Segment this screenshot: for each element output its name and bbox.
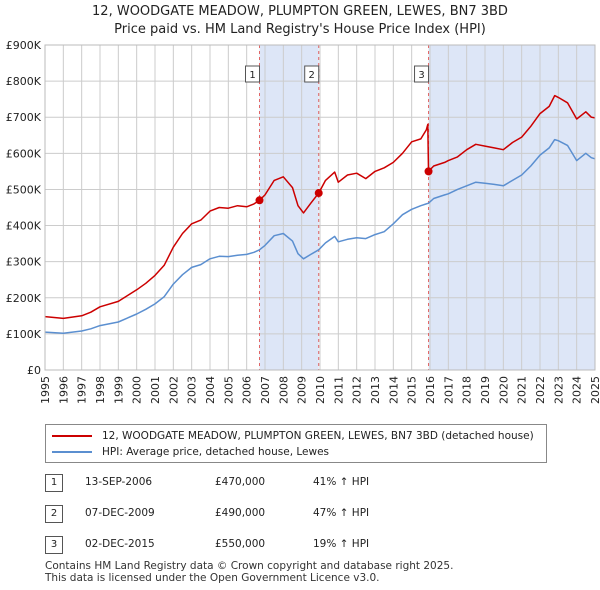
footer-line-2: This data is licensed under the Open Gov… [45,572,380,584]
x-tick-label: 2008 [277,376,290,404]
title-line-1: 12, WOODGATE MEADOW, PLUMPTON GREEN, LEW… [92,4,508,19]
x-tick-label: 1997 [76,376,89,404]
x-tick-label: 2025 [589,376,600,404]
sale-label-number: 3 [418,70,424,81]
sale-marker [314,189,323,198]
transaction-row: 1 13-SEP-2006 £470,000 41% ↑ HPI [45,474,545,492]
x-tick-label: 2018 [461,376,474,404]
legend-label-property: 12, WOODGATE MEADOW, PLUMPTON GREEN, LEW… [102,430,534,442]
sale-label-box [414,65,430,83]
plot-border [44,44,596,371]
sale-label-box [304,65,320,83]
x-tick-label: 1999 [112,376,125,404]
y-tick-label: £400K [6,220,42,233]
x-tick-label: 2017 [442,376,455,404]
x-tick-label: 2024 [571,376,584,404]
legend-label-hpi: HPI: Average price, detached house, Lewe… [102,446,330,458]
y-tick-label: £800K [6,75,42,88]
x-tick-label: 2023 [552,376,565,404]
x-tick-label: 2006 [241,376,254,404]
x-tick-label: 2015 [406,376,419,404]
transaction-hpi-change: 41% ↑ HPI [313,476,370,488]
legend-item-hpi: HPI: Average price, detached house, Lewe… [52,444,329,460]
legend: 12, WOODGATE MEADOW, PLUMPTON GREEN, LEW… [45,424,547,463]
transaction-date: 07-DEC-2009 [85,507,155,519]
x-tick-label: 1996 [57,376,70,404]
y-tick-label: £700K [6,111,42,124]
sale-vertical-lines: 1 2 3 [245,45,430,370]
y-tick-label: £300K [6,256,42,269]
footer-line-1: Contains HM Land Registry data © Crown c… [45,560,454,572]
sale-markers [255,167,433,205]
x-tick-label: 2020 [497,376,510,404]
transaction-price: £490,000 [215,507,266,519]
x-tick-label: 2021 [516,376,529,404]
axes: £0 £100K £200K £300K £400K £500K £600K £700K £80… [6,39,600,404]
transaction-row: 3 02-DEC-2015 £550,000 19% ↑ HPI [45,536,545,554]
series-line-hpi [44,138,596,334]
y-tick-label: £200K [6,292,42,305]
sale-label-number: 2 [309,70,315,81]
x-tick-label: 2009 [296,376,309,404]
sale-marker [255,196,264,205]
sale-marker [424,167,433,176]
legend-swatch-hpi [52,451,92,453]
title-line-2: Price paid vs. HM Land Registry's House … [114,22,486,37]
x-tick-label: 2005 [222,376,235,404]
x-tick-label: 2003 [186,376,199,404]
x-tick-label: 2022 [534,376,547,404]
legend-item-property: 12, WOODGATE MEADOW, PLUMPTON GREEN, LEW… [52,428,534,444]
transaction-price: £470,000 [215,476,266,488]
transaction-number: 2 [45,505,63,523]
x-tick-label: 1995 [39,376,52,404]
shaded-period [428,45,595,370]
series-lines [44,94,596,334]
x-tick-label: 2013 [369,376,382,404]
y-tick-label: £100K [6,328,42,341]
x-tick-label: 1998 [94,376,107,404]
shaded-periods [259,45,595,370]
transaction-number: 3 [45,536,63,554]
x-tick-label: 2010 [314,376,327,404]
y-tick-label: £900K [6,39,42,52]
transaction-date: 02-DEC-2015 [85,538,155,550]
transaction-number: 1 [45,474,63,492]
x-tick-label: 2016 [424,376,437,404]
x-tick-label: 2012 [351,376,364,404]
x-tick-label: 2007 [259,376,272,404]
y-tick-label: £500K [6,183,42,196]
sale-label-box [245,65,260,83]
transaction-row: 2 07-DEC-2009 £490,000 47% ↑ HPI [45,505,545,523]
x-tick-label: 2011 [332,376,345,404]
sale-label-number: 1 [249,70,255,81]
footer: Contains HM Land Registry data © Crown c… [45,560,453,584]
transaction-hpi-change: 47% ↑ HPI [313,507,370,519]
y-tick-label: £600K [6,147,42,160]
price-chart: 1 2 3 £0 £100K £200K £300K £400K £500K £600K £700… [6,39,600,404]
chart-title: 12, WOODGATE MEADOW, PLUMPTON GREEN, LEW… [0,3,600,39]
y-tick-label: £0 [27,364,41,377]
x-tick-label: 2002 [167,376,180,404]
x-tick-label: 2000 [131,376,144,404]
x-tick-label: 2001 [149,376,162,404]
x-tick-label: 2019 [479,376,492,404]
transaction-price: £550,000 [215,538,266,550]
legend-swatch-property [52,435,92,437]
transaction-hpi-change: 19% ↑ HPI [313,538,370,550]
x-tick-label: 2004 [204,376,217,404]
x-tick-label: 2014 [387,376,400,404]
series-line-property [44,94,596,320]
transaction-date: 13-SEP-2006 [85,476,153,488]
shaded-period [259,45,319,370]
